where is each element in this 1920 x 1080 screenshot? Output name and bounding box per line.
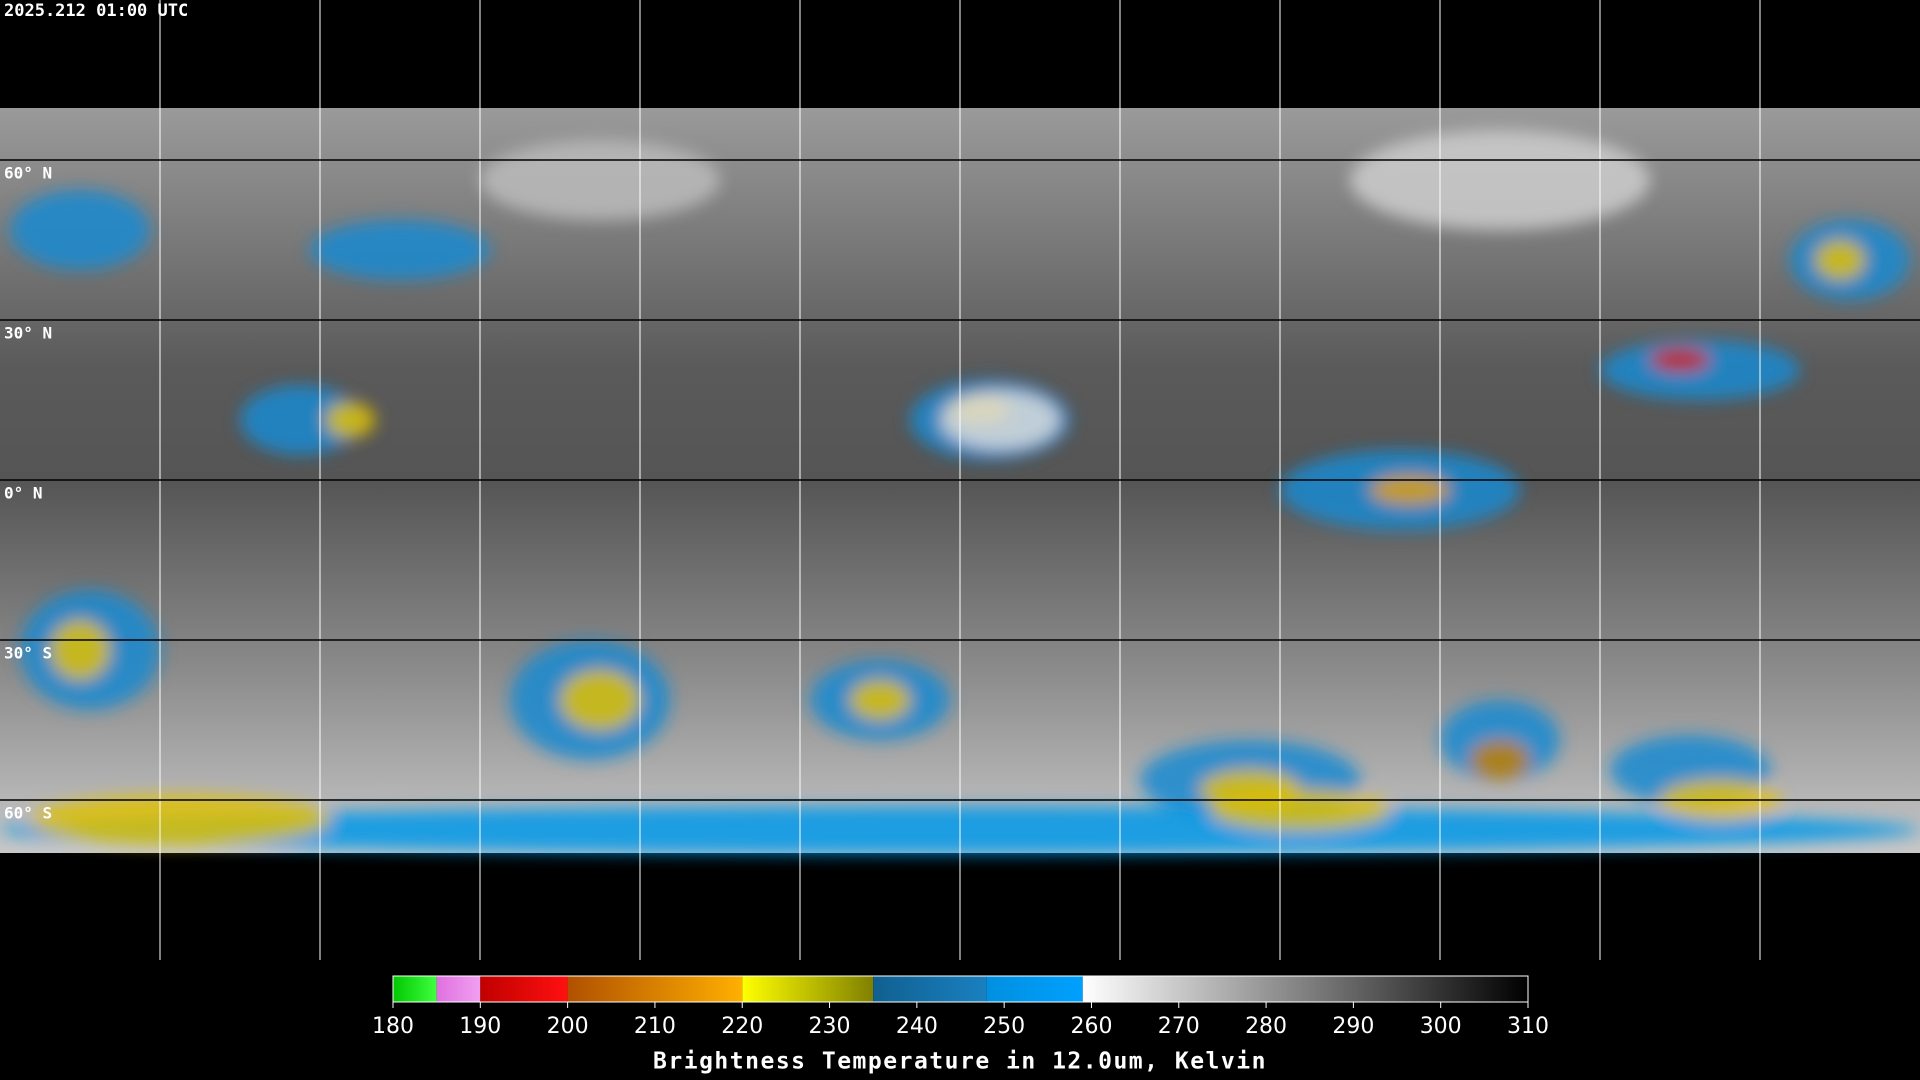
cloud — [325, 402, 375, 438]
colorbar-frame — [392, 975, 1529, 1003]
cloud — [30, 795, 330, 845]
graticule: 60° N 30° N 0° N 30° S 60° S — [4, 0, 1761, 960]
colorbar-segment — [567, 976, 743, 1002]
colorbar-title: Brightness Temperature in 12.0um, Kelvin — [653, 1049, 1267, 1075]
colorbar-tick-label: 310 — [1507, 1014, 1549, 1039]
latitude-label: 60° N — [4, 164, 52, 183]
colorbar-tick-label: 200 — [547, 1014, 589, 1039]
cloud — [1210, 790, 1390, 830]
timestamp: 2025.212 01:00 UTC — [4, 1, 188, 21]
latitude-label: 60° S — [4, 804, 52, 823]
cloud — [1370, 475, 1450, 505]
latitude-label: 30° S — [4, 644, 52, 663]
colorbar-tick-label: 180 — [372, 1014, 414, 1039]
cloud — [310, 220, 490, 280]
colorbar-tick-label: 190 — [459, 1014, 501, 1039]
colorbar-segment — [1082, 976, 1528, 1002]
colorbar: 180 190 200 210 220 230 240 250 260 270 280 290 300 3… — [372, 975, 1549, 1075]
colorbar-tick-label: 210 — [634, 1014, 676, 1039]
cloud — [1470, 740, 1530, 780]
latitude-label: 30° N — [4, 324, 52, 343]
latitude-label: 0° N — [4, 484, 43, 503]
cloud — [50, 620, 110, 680]
colorbar-segment — [986, 976, 1083, 1002]
cloud — [240, 385, 360, 455]
colorbar-segment — [742, 976, 874, 1002]
cloud — [1600, 340, 1800, 400]
colorbar-tick-label: 220 — [721, 1014, 763, 1039]
colorbar-tick-label: 290 — [1332, 1014, 1374, 1039]
colorbar-segment — [873, 976, 987, 1002]
colorbar-tick-label: 300 — [1420, 1014, 1462, 1039]
colorbar-segment — [393, 976, 437, 1002]
colorbar-tick-label: 250 — [983, 1014, 1025, 1039]
colorbar-tick-label: 240 — [896, 1014, 938, 1039]
cloud — [1650, 348, 1710, 372]
cloud — [940, 390, 1060, 450]
colorbar-tick-label: 270 — [1158, 1014, 1200, 1039]
colorbar-tick-label: 260 — [1070, 1014, 1112, 1039]
cloud — [1815, 240, 1865, 280]
cloud — [850, 680, 910, 720]
colorbar-segment — [436, 976, 481, 1002]
cloud — [10, 190, 150, 270]
colorbar-segment — [480, 976, 568, 1002]
cloud — [1350, 130, 1650, 230]
colorbar-tick-label: 280 — [1245, 1014, 1287, 1039]
colorbar-tick-label: 230 — [809, 1014, 851, 1039]
cloud — [480, 140, 720, 220]
cloud — [560, 670, 640, 730]
